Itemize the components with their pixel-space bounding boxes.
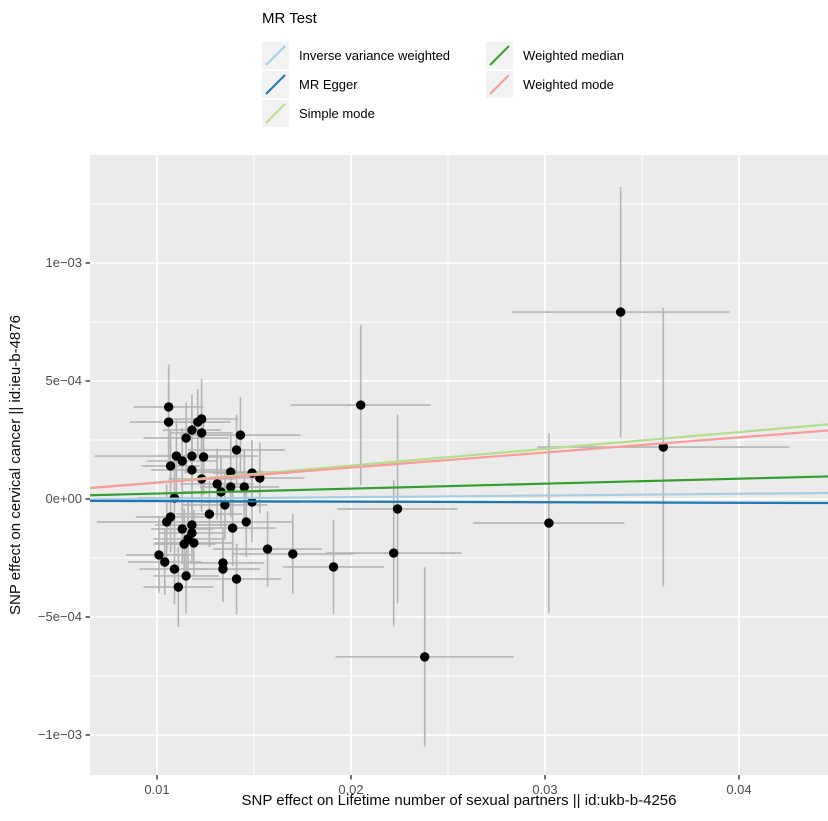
legend-key-swatch: [262, 100, 289, 127]
snp-point: [187, 451, 197, 461]
panel-background: [90, 155, 828, 775]
snp-point: [288, 549, 298, 559]
legend-key-line-icon: [489, 45, 510, 66]
x-tick-label: 0.02: [338, 782, 364, 797]
y-tick-label: −1e−03: [37, 726, 82, 742]
x-tick-label: 0.03: [532, 782, 558, 797]
legend-columns: Inverse variance weighted MR Egger Simple …: [262, 41, 624, 128]
legend-item-inverse-variance-weighted: Inverse variance weighted: [262, 41, 450, 70]
snp-point: [226, 467, 236, 477]
snp-point: [181, 571, 191, 581]
legend-item-mr-egger: MR Egger: [262, 70, 450, 99]
snp-point: [198, 452, 209, 462]
snp-point: [218, 564, 228, 574]
legend-item-label: Simple mode: [299, 106, 375, 121]
y-tick-label: −5e−04: [37, 608, 82, 624]
snp-point: [388, 548, 399, 558]
snp-point: [189, 538, 199, 548]
legend-key-swatch: [262, 71, 289, 98]
snp-point: [165, 461, 176, 471]
snp-point: [262, 544, 273, 554]
snp-point: [179, 539, 189, 549]
snp-point: [163, 417, 174, 427]
snp-point: [177, 456, 187, 466]
snp-point: [220, 500, 230, 510]
regression-line-weighted-median: [89, 475, 828, 497]
snp-point: [196, 414, 207, 424]
snp-point: [544, 518, 554, 528]
snp-point: [392, 504, 403, 514]
legend-item-label: Weighted median: [523, 48, 624, 63]
snp-point: [169, 564, 180, 574]
snp-point: [162, 517, 172, 527]
legend-key-line-icon: [489, 74, 510, 95]
regression-line-mr-egger: [89, 499, 828, 505]
snp-point: [154, 550, 164, 560]
legend-key-line-icon: [265, 45, 286, 66]
snp-point: [615, 307, 626, 317]
snp-point: [226, 482, 236, 492]
legend: MR Test Inverse variance weighted MR Egge…: [262, 10, 624, 128]
legend-item-weighted-median: Weighted median: [486, 41, 624, 70]
snp-point: [181, 433, 191, 443]
x-tick-label: 0.01: [144, 782, 170, 797]
legend-key-swatch: [486, 42, 514, 69]
x-axis-title: SNP effect on Lifetime number of sexual …: [241, 792, 677, 809]
y-tick-label: 0e+00: [45, 490, 82, 506]
snp-point: [658, 442, 669, 452]
legend-item-label: MR Egger: [299, 77, 358, 92]
y-tick-label: 1e−03: [45, 254, 82, 270]
regression-line-inverse-variance-weighted: [89, 491, 828, 501]
snp-point: [231, 445, 242, 455]
snp-point: [235, 430, 246, 440]
snp-point: [187, 465, 197, 475]
snp-point: [241, 517, 251, 527]
y-tick-label: 5e−04: [45, 372, 82, 388]
legend-key-line-icon: [265, 103, 286, 124]
snp-point: [173, 582, 184, 592]
y-axis-title: SNP effect on cervical cancer || id:ieu-…: [7, 315, 24, 615]
snp-point: [187, 425, 197, 435]
x-tick-label: 0.04: [726, 782, 752, 797]
legend-key-line-icon: [265, 74, 286, 95]
snp-point: [420, 652, 430, 662]
snp-point: [212, 479, 222, 489]
legend-item-simple-mode: Simple mode: [262, 99, 450, 128]
legend-column: Inverse variance weighted MR Egger Simple …: [262, 41, 450, 128]
legend-item-label: Weighted mode: [523, 77, 614, 92]
legend-item-label: Inverse variance weighted: [299, 48, 451, 63]
regression-line-weighted-mode: [89, 429, 828, 490]
legend-key-swatch: [486, 71, 514, 98]
snp-point: [231, 574, 242, 584]
snp-point: [227, 523, 238, 533]
snp-point: [177, 524, 187, 534]
snp-point: [204, 509, 215, 519]
snp-point: [160, 557, 170, 567]
snp-point: [328, 562, 339, 572]
legend-title: MR Test: [262, 10, 317, 27]
snp-point: [163, 402, 174, 412]
legend-key-swatch: [262, 42, 289, 69]
legend-column: Weighted median Weighted mode: [486, 41, 624, 99]
snp-point: [239, 482, 250, 492]
snp-point: [196, 428, 207, 438]
snp-point: [356, 400, 366, 410]
legend-item-weighted-mode: Weighted mode: [486, 70, 624, 99]
snp-point: [187, 520, 197, 530]
